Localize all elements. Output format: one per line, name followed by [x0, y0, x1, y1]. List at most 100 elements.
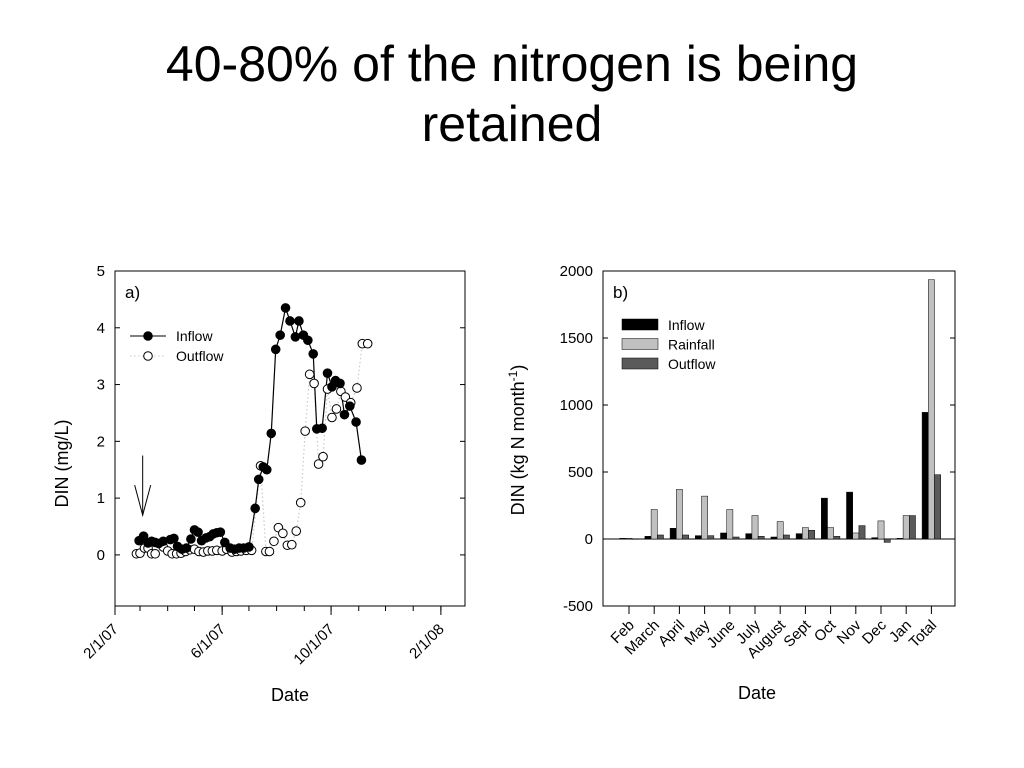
bar-outflow [631, 538, 639, 540]
inflow-point [261, 464, 272, 475]
x-tick-label: Oct [811, 616, 840, 645]
y-axis-label: DIN (kg N month-1) [506, 365, 528, 516]
bar-outflow [833, 536, 841, 540]
inflow-point [169, 533, 179, 544]
legend-outflow-marker [143, 351, 153, 361]
inflow-point [253, 474, 264, 485]
inflow-point [335, 378, 345, 389]
y-tick-label: 5 [97, 263, 105, 280]
inflow-point [322, 368, 333, 379]
outflow-point [327, 412, 337, 423]
bar-inflow [669, 528, 677, 540]
x-axis-label: Date [738, 683, 776, 703]
outflow-point [331, 404, 342, 414]
bar-outflow [757, 536, 765, 540]
outflow-point [362, 338, 373, 349]
legend-swatch-outflow [621, 357, 659, 370]
inflow-point [181, 543, 192, 553]
bar-outflow [707, 535, 715, 540]
bar-outflow [934, 474, 941, 540]
bar-rainfall [827, 527, 834, 540]
inflow-point [308, 349, 319, 359]
outflow-point [300, 426, 310, 436]
bar-outflow [682, 534, 689, 540]
legend-label-inflow: Inflow [668, 317, 705, 333]
bar-rainfall [625, 538, 633, 540]
bar-outflow [858, 525, 866, 540]
y-tick-label: 500 [568, 464, 593, 481]
outflow-point [318, 451, 328, 462]
inflow-point [294, 316, 304, 326]
y-tick-label: 1500 [560, 330, 593, 347]
bar-rainfall [852, 532, 860, 540]
bar-outflow [657, 534, 664, 540]
y-tick-label: 3 [97, 377, 105, 394]
outflow-point [291, 526, 302, 536]
y-tick-label: 0 [97, 547, 105, 564]
legend-label-outflow: Outflow [668, 356, 716, 372]
y-tick-label: 4 [97, 320, 105, 337]
bar-rainfall [902, 515, 910, 540]
bar-rainfall [802, 527, 809, 540]
outflow-point [309, 378, 319, 389]
y-tick-label: 1 [97, 490, 105, 507]
inflow-point [356, 455, 367, 465]
bar-inflow [770, 536, 778, 540]
outflow-point [286, 539, 297, 550]
outflow-point [264, 546, 275, 557]
bar-inflow [644, 536, 652, 540]
y-tick-label: 2000 [560, 263, 593, 280]
x-tick-label: Nov [834, 616, 865, 647]
inflow-point [345, 401, 355, 411]
outflow-point [150, 548, 160, 559]
outflow-point [313, 459, 324, 469]
outflow-point [269, 536, 279, 547]
bar-inflow [846, 491, 853, 540]
bar-rainfall [701, 495, 708, 540]
bar-inflow [821, 497, 828, 540]
x-tick-label: Dec [859, 616, 890, 647]
bar-rainfall [676, 489, 683, 540]
slide-title-line-2: retained [421, 96, 603, 152]
bar-outflow [732, 536, 740, 540]
legend-swatch-rainfall [621, 338, 659, 350]
panel-label: a) [125, 283, 140, 302]
inflow-point [193, 527, 203, 537]
legend-outflow-label: Outflow [176, 348, 224, 364]
y-tick-label: 2 [97, 433, 105, 450]
bar-rainfall [751, 515, 759, 540]
bar-inflow [921, 412, 929, 540]
inflow-point [303, 335, 313, 346]
x-tick-label: April [655, 617, 688, 650]
plot-frame [114, 270, 466, 607]
bar-rainfall [726, 509, 734, 540]
arrow-head [134, 485, 152, 518]
bar-outflow [808, 530, 815, 540]
slide-title-line-1: 40-80% of the nitrogen is being [165, 36, 859, 92]
x-axis-label: Date [271, 685, 309, 705]
x-tick-label: Total [906, 617, 940, 651]
y-tick-label: 0 [585, 531, 593, 548]
inflow-point [138, 531, 149, 541]
bar-inflow [871, 537, 879, 540]
y-tick-label: -500 [563, 598, 593, 615]
slide-title: 40-80% of the nitrogen is being retained [0, 34, 1024, 154]
inflow-point [244, 542, 254, 552]
outflow-point [352, 383, 362, 393]
outflow-point [304, 369, 315, 380]
plot-frame [602, 270, 956, 607]
bar-inflow [745, 533, 753, 540]
bar-rainfall [928, 279, 935, 540]
inflow-point [215, 527, 226, 537]
y-axis-label: DIN (mg/L) [52, 419, 72, 507]
legend-label-rainfall: Rainfall [668, 337, 715, 353]
bar-outflow [909, 515, 916, 540]
inflow-point [317, 423, 327, 434]
inflow-point [270, 344, 281, 355]
bar-outflow [783, 534, 790, 540]
outflow-point [278, 528, 288, 539]
y-tick-label: 1000 [560, 397, 593, 414]
bar-inflow [720, 532, 727, 540]
